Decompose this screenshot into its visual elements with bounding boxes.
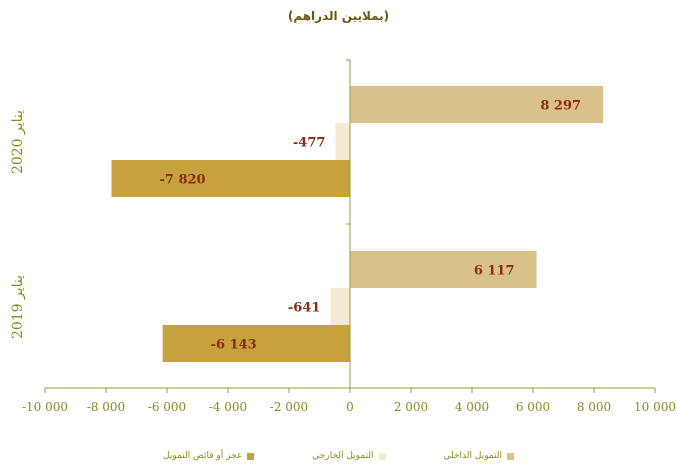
chart-title: (بملايين الدراهم) [287,9,390,23]
legend-label: التمويل الخارجي [312,451,374,461]
axes-layer [44,59,656,393]
legend-label: التمويل الداخلي [443,451,503,461]
bar [111,160,351,197]
legend: التمويل الداخلي التمويل الخارجي عجز أو فائ… [0,451,677,461]
data-label: -641 [288,301,321,316]
x-tick-label: -8 000 [87,400,125,414]
data-label: -7 820 [159,173,205,188]
x-tick-label: -2 000 [270,400,308,414]
data-label: 8 297 [540,99,581,114]
x-tick-label: -6 000 [148,400,186,414]
x-tick-label: 8 000 [577,400,611,414]
x-tick-label: 2 000 [394,400,428,414]
legend-item: التمويل الخارجي [312,451,386,461]
x-tick-label: -10 000 [22,400,68,414]
x-tick-label: 10 000 [634,400,676,414]
legend-label: عجز أو فائض التمويل [163,451,243,461]
legend-swatch [378,452,386,460]
legend-item: عجز أو فائض التمويل [163,451,255,461]
labels-layer: 8 297 -477 -7 820 6 117 -641 -6 143 -10 000 -8 … [10,99,676,415]
x-tick-label: 4 000 [455,400,489,414]
group-label: يناير 2020 [10,110,26,174]
legend-swatch [507,452,515,460]
legend-swatch [247,452,255,460]
x-tick-label: 0 [346,400,354,414]
data-label: -477 [293,136,326,151]
bar [335,123,350,160]
group-label: يناير 2019 [10,275,26,339]
bars-layer [111,86,604,362]
x-tick-label: 6 000 [516,400,550,414]
bar [350,86,604,123]
bar [162,325,350,362]
data-label: -6 143 [211,338,257,353]
bar [350,251,537,288]
x-tick-label: -4 000 [209,400,247,414]
data-label: 6 117 [474,264,515,279]
legend-item: التمويل الداخلي [444,451,515,461]
bar [330,288,350,325]
